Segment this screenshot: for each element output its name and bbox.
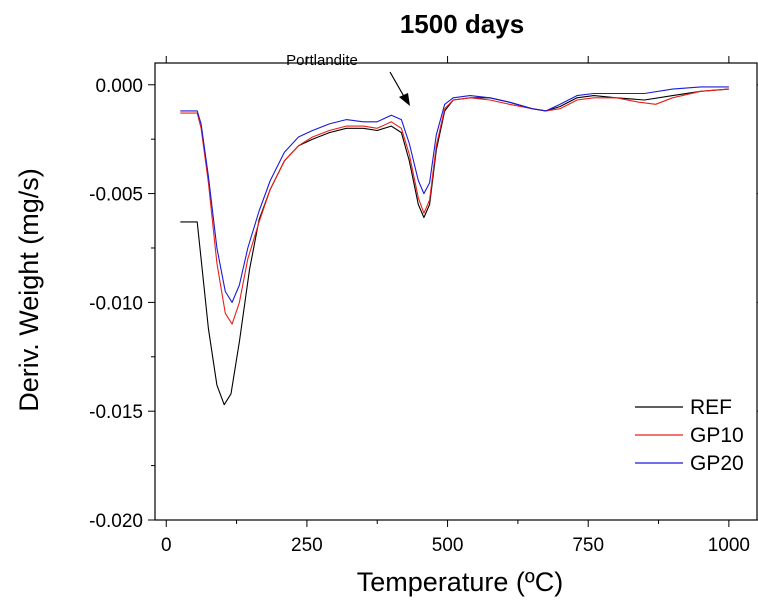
series-lines [180, 86, 729, 406]
plot-frame [154, 62, 758, 521]
series-line-ref [180, 88, 729, 406]
y-tick-label: -0.020 [89, 511, 143, 532]
x-tick-label: 500 [432, 535, 464, 556]
y-tick-label: -0.015 [89, 402, 143, 423]
legend-label: GP10 [690, 424, 744, 447]
y-axis-title: Deriv. Weight (mg/s) [14, 168, 44, 412]
x-tick-label: 1000 [708, 535, 750, 556]
annotation-arrowhead [399, 93, 410, 106]
series-line-gp10 [180, 88, 729, 325]
x-tick-label: 250 [291, 535, 323, 556]
y-tick-label: 0.000 [95, 76, 143, 97]
axis-ticks: 0 250 500 750 1000 0.000 -0.005 -0.010 -0.015 -0.… [89, 56, 758, 556]
legend: REF GP10 GP20 [635, 396, 744, 475]
chart-title: 1500 days [400, 9, 524, 39]
y-tick-label: -0.005 [89, 185, 143, 206]
annotation: Portlandite [286, 52, 410, 106]
legend-label: GP20 [690, 452, 744, 475]
series-line-gp20 [180, 86, 729, 303]
x-axis-title: Temperature (ºC) [357, 567, 563, 597]
legend-label: REF [690, 396, 732, 419]
x-tick-label: 750 [572, 535, 604, 556]
annotation-label: Portlandite [286, 52, 358, 69]
x-tick-label: 0 [161, 535, 172, 556]
y-tick-label: -0.010 [89, 293, 143, 314]
